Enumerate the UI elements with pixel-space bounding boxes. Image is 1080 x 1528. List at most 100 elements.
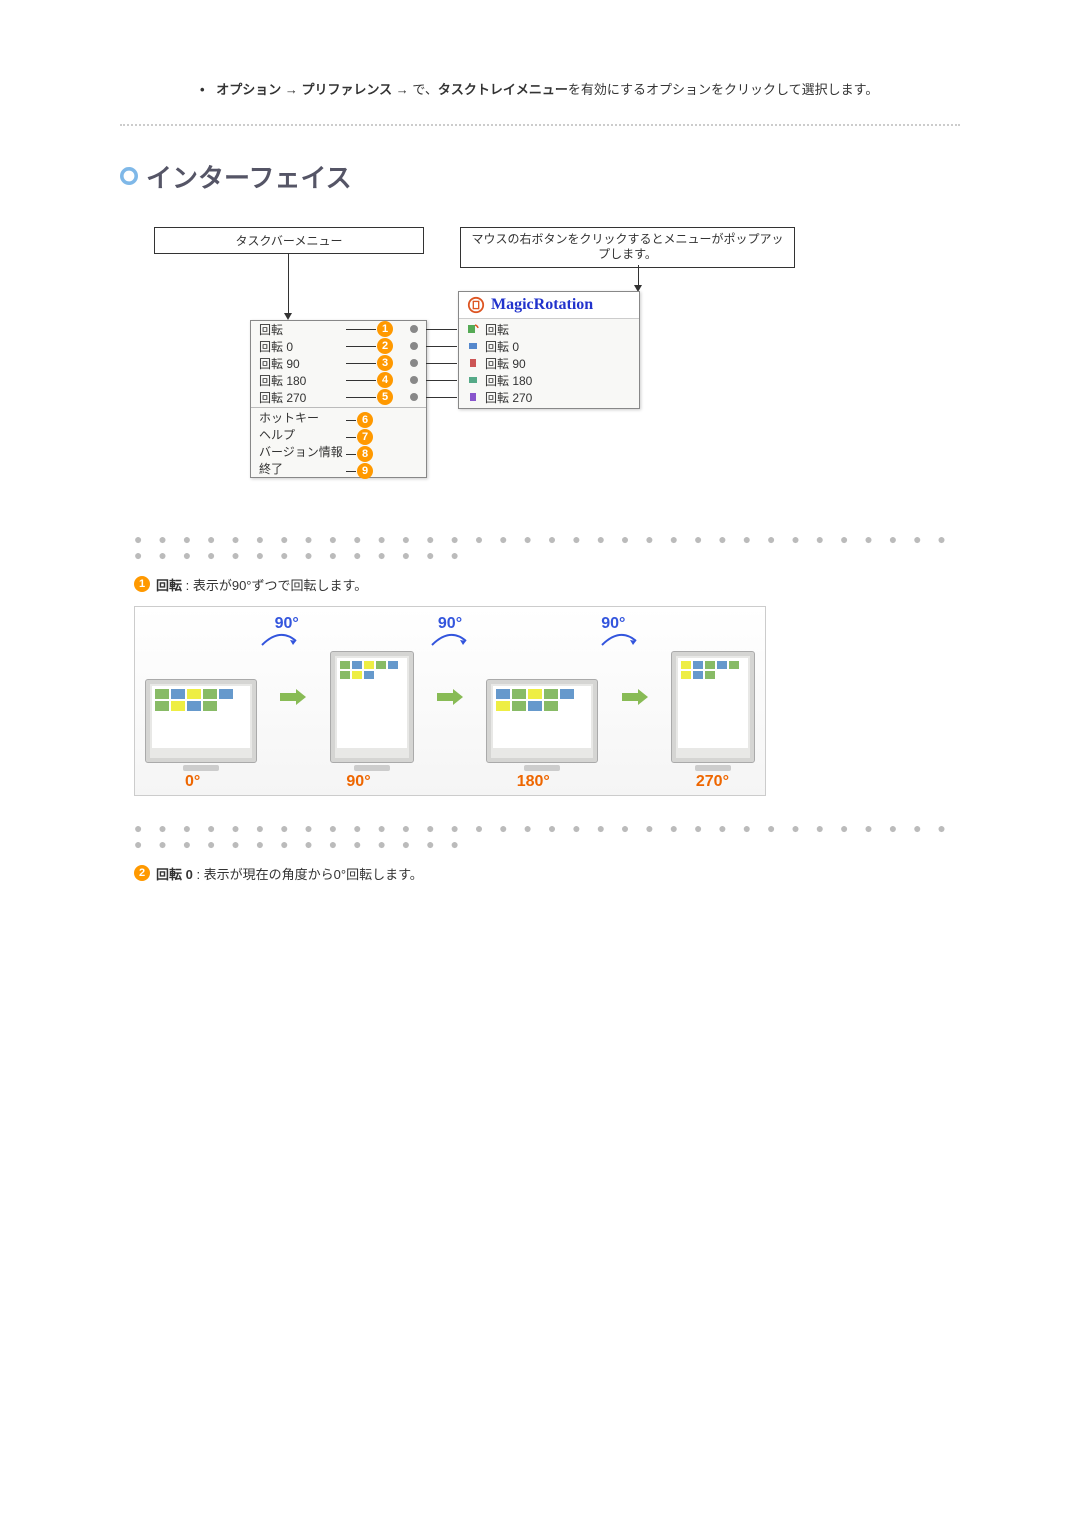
connector-line	[346, 437, 356, 438]
connector-line	[346, 397, 376, 398]
section-title-row: インターフェイス	[120, 158, 960, 195]
connector-line	[288, 253, 289, 313]
connector-line	[426, 346, 457, 347]
number-bullet: 6	[357, 412, 373, 428]
deg-label-bottom: 270°	[696, 773, 729, 791]
menu-item-label: 回転 180	[259, 372, 306, 389]
monitor-270deg	[671, 651, 755, 771]
rotate-icon	[467, 323, 479, 335]
radio-dot-icon	[410, 359, 418, 367]
menu-item: 回転	[251, 321, 426, 338]
menu-item: 回転	[459, 321, 639, 338]
magic-rotation-box: MagicRotation 回転 回転 0 回転 90 回転 180 回転 27…	[458, 291, 640, 409]
desc-line-1: 1 回転 : 表示が90°ずつで回転します。	[134, 575, 960, 594]
intro-bullet: オプション → プリファレンス → で、タスクトレイメニューを有効にするオプショ…	[200, 80, 960, 100]
number-bullet: 7	[357, 429, 373, 445]
menu-item: バージョン情報	[251, 443, 426, 460]
menu-item-label: 回転	[485, 321, 509, 338]
rotate-0-icon	[467, 340, 479, 352]
arc-arrow-icon	[600, 631, 640, 649]
number-bullet: 4	[377, 372, 393, 388]
magic-rotation-icon	[467, 296, 485, 314]
diagram-header-right: マウスの右ボタンをクリックするとメニューがポップアップします。	[460, 227, 795, 268]
number-bullet: 5	[377, 389, 393, 405]
menu-item-label: 回転 90	[485, 355, 526, 372]
radio-dot-icon	[410, 393, 418, 401]
menu-item-label: 回転 90	[259, 355, 300, 372]
magic-rotation-title-text: MagicRotation	[491, 296, 593, 314]
circle-icon	[120, 167, 138, 185]
magic-rotation-title: MagicRotation	[459, 292, 639, 319]
radio-dot-icon	[410, 342, 418, 350]
menu-item: 回転 180	[251, 372, 426, 389]
section-title: インターフェイス	[146, 158, 352, 195]
rotate-270-icon	[467, 391, 479, 403]
menu-item-label: ヘルプ	[259, 426, 295, 443]
intro-mid: で、	[412, 82, 437, 97]
intro-bold-1: オプション	[216, 82, 281, 97]
connector-line	[426, 380, 457, 381]
dot-separator: ● ● ● ● ● ● ● ● ● ● ● ● ● ● ● ● ● ● ● ● …	[134, 820, 960, 852]
menu-item-label: 回転 270	[259, 389, 306, 406]
menu-item: ヘルプ	[251, 426, 426, 443]
radio-dot-icon	[410, 376, 418, 384]
number-bullet: 1	[134, 576, 150, 592]
menu-item-label: 回転 0	[485, 338, 519, 355]
arrow-right-icon	[437, 689, 463, 705]
menu-item-label: 回転 270	[485, 389, 532, 406]
connector-line	[426, 329, 457, 330]
taskbar-menu-box: 回転 回転 0 回転 90 回転 180 回転 270 ホットキー ヘルプ バー…	[250, 320, 427, 478]
arrow-down-icon	[284, 313, 292, 320]
connector-line	[638, 265, 639, 285]
menu-item-label: バージョン情報	[259, 443, 343, 460]
divider-dotted	[120, 124, 960, 126]
menu-item: 回転 90	[459, 355, 639, 372]
intro-arrow-2: →	[392, 82, 412, 97]
diagram-header-left: タスクバーメニュー	[154, 227, 424, 254]
menu-item-label: 回転	[259, 321, 283, 338]
intro-suffix: を有効にするオプションをクリックして選択します。	[568, 82, 878, 97]
rotation-figure: 90° 90° 90°	[134, 606, 766, 796]
dot-separator: ● ● ● ● ● ● ● ● ● ● ● ● ● ● ● ● ● ● ● ● …	[134, 531, 960, 563]
menu-item: 回転 270	[251, 389, 426, 406]
connector-line	[346, 380, 376, 381]
radio-dot-icon	[410, 325, 418, 333]
desc2-text: : 表示が現在の角度から0°回転します。	[193, 867, 423, 882]
menu-item-label: ホットキー	[259, 409, 319, 426]
connector-line	[426, 363, 457, 364]
deg-label-bottom: 90°	[346, 773, 370, 791]
monitor-90deg	[330, 651, 414, 771]
desc2-label: 回転 0	[156, 867, 193, 882]
monitor-180deg	[486, 679, 598, 771]
arc-arrow-icon	[260, 631, 300, 649]
deg-label-bottom: 180°	[517, 773, 550, 791]
desc1-text: : 表示が90°ずつで回転します。	[182, 578, 367, 593]
menu-item: 回転 180	[459, 372, 639, 389]
rotate-90-icon	[467, 357, 479, 369]
intro-bold-2: プリファレンス	[301, 82, 392, 97]
number-bullet: 9	[357, 463, 373, 479]
menu-item-label: 終了	[259, 460, 283, 477]
deg-label-bottom: 0°	[185, 773, 200, 791]
connector-line	[346, 471, 356, 472]
arc-arrow-icon	[430, 631, 470, 649]
connector-line	[346, 363, 376, 364]
monitor-0deg	[145, 679, 257, 771]
connector-line	[346, 454, 356, 455]
connector-line	[346, 329, 376, 330]
intro-arrow-1: →	[281, 82, 301, 97]
connector-line	[346, 346, 376, 347]
connector-line	[346, 420, 356, 421]
number-bullet: 2	[134, 865, 150, 881]
desc-line-2: 2 回転 0 : 表示が現在の角度から0°回転します。	[134, 864, 960, 883]
menu-item-label: 回転 180	[485, 372, 532, 389]
menu-item: ホットキー	[251, 409, 426, 426]
menu-item: 回転 0	[251, 338, 426, 355]
menu-item: 回転 90	[251, 355, 426, 372]
number-bullet: 1	[377, 321, 393, 337]
connector-line	[426, 397, 457, 398]
menu-item-label: 回転 0	[259, 338, 293, 355]
rotate-180-icon	[467, 374, 479, 386]
desc1-label: 回転	[156, 578, 182, 593]
menu-item: 回転 270	[459, 389, 639, 406]
